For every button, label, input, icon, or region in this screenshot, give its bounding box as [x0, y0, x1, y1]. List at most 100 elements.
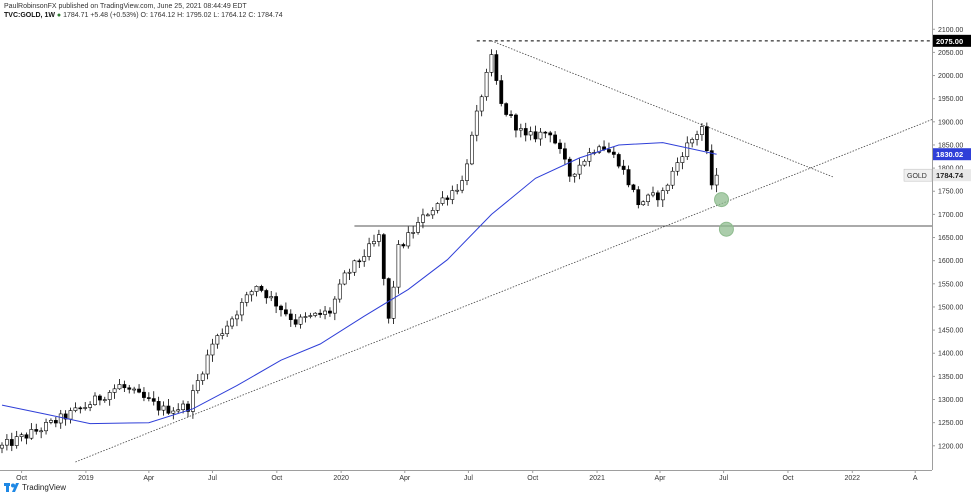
candle-down [567, 158, 572, 177]
candle-down [445, 197, 450, 200]
candle-up [112, 388, 117, 393]
candle-down [553, 134, 558, 144]
candle-up [460, 180, 465, 191]
candle-down [318, 312, 323, 315]
y-tick-label: 2100.00 [938, 27, 963, 34]
candle-down [607, 149, 611, 153]
x-tick-label: Jul [464, 475, 473, 482]
y-tick-label: 1950.00 [938, 96, 963, 103]
candle-up [73, 407, 78, 411]
x-tick-label: Jul [208, 475, 217, 482]
candle-up [83, 407, 88, 409]
candle-down [704, 126, 709, 151]
candle-up [0, 444, 4, 449]
candle-up [465, 163, 469, 181]
candle-up [651, 192, 655, 196]
x-tick-label: Oct [527, 475, 538, 482]
ascending-trendline [75, 119, 933, 463]
candle-down [504, 103, 509, 115]
last-price-label-bg [933, 169, 971, 182]
candle-down [386, 278, 391, 319]
tradingview-logo[interactable]: TradingView [4, 481, 66, 493]
candle-up [416, 222, 420, 233]
candle-down [533, 131, 538, 140]
candle-down [357, 260, 362, 263]
candle-down [122, 384, 127, 389]
candle-down [97, 395, 102, 401]
candle-up [171, 410, 176, 414]
candle-up [430, 210, 435, 216]
candle-up [4, 439, 9, 446]
candle-down [259, 286, 264, 291]
candle-down [401, 244, 406, 247]
x-tick-label: 2022 [844, 475, 860, 482]
descending-trendline [491, 40, 835, 178]
candle-down [137, 388, 141, 393]
candle-up [332, 298, 337, 314]
candle-down [288, 313, 293, 320]
symbol-tag: GOLD [907, 173, 927, 180]
candle-up [210, 343, 215, 356]
live-dot-icon: ● [56, 12, 62, 19]
candle-down [499, 80, 504, 104]
symbol-line: TVC:GOLD, 1W ● 1784.71 +5.48 (+0.53%) O:… [4, 12, 283, 19]
candle-up [700, 126, 704, 135]
y-tick-label: 1750.00 [938, 189, 963, 196]
candle-up [303, 316, 308, 318]
candle-up [102, 399, 107, 401]
candle-up [249, 291, 254, 296]
y-tick-label: 1250.00 [938, 420, 963, 427]
candle-up [680, 156, 685, 163]
candle-up [406, 232, 411, 247]
candle-up [484, 72, 489, 98]
candle-up [200, 373, 205, 381]
candle-up [161, 405, 166, 411]
candle-down [548, 132, 553, 136]
x-tick-label: Oct [783, 475, 794, 482]
candle-up [665, 184, 670, 191]
candle-up [489, 54, 494, 73]
candle-up [58, 413, 63, 424]
candle-down [151, 398, 156, 402]
tradingview-logo-text: TradingView [22, 482, 67, 492]
candle-up [49, 420, 53, 423]
candle-up [107, 392, 112, 400]
candle-up [376, 234, 381, 242]
x-tick-label: Apr [143, 475, 155, 482]
candle-up [323, 310, 327, 315]
candle-down [616, 154, 621, 167]
candle-down [283, 309, 288, 315]
candle-up [132, 388, 137, 391]
candle-up [205, 354, 210, 375]
candle-up [195, 380, 200, 391]
y-tick-label: 2000.00 [938, 73, 963, 80]
candle-up [367, 243, 372, 257]
candle-up [352, 260, 357, 273]
candle-up [641, 201, 646, 206]
candle-up [14, 436, 19, 446]
candle-down [621, 165, 626, 170]
candles [0, 49, 719, 454]
symbol-label: TVC:GOLD, 1W [4, 12, 55, 19]
candle-up [690, 139, 695, 144]
candle-up [469, 134, 474, 165]
candle-up [117, 384, 122, 390]
candle-up [538, 131, 543, 140]
candle-up [44, 422, 48, 432]
candle-up [308, 315, 313, 317]
x-tick-label: 2019 [78, 475, 94, 482]
moving-average-line [1, 142, 717, 425]
candle-down [494, 54, 499, 81]
y-tick-label: 1800.00 [938, 166, 963, 173]
candle-up [88, 404, 93, 408]
candle-down [626, 169, 631, 186]
candle-down [709, 150, 714, 186]
candle-up [695, 134, 699, 140]
candle-up [181, 403, 186, 410]
candle-down [146, 397, 151, 399]
candle-down [264, 290, 269, 299]
candle-down [558, 142, 562, 150]
x-tick-label: Oct [271, 475, 282, 482]
